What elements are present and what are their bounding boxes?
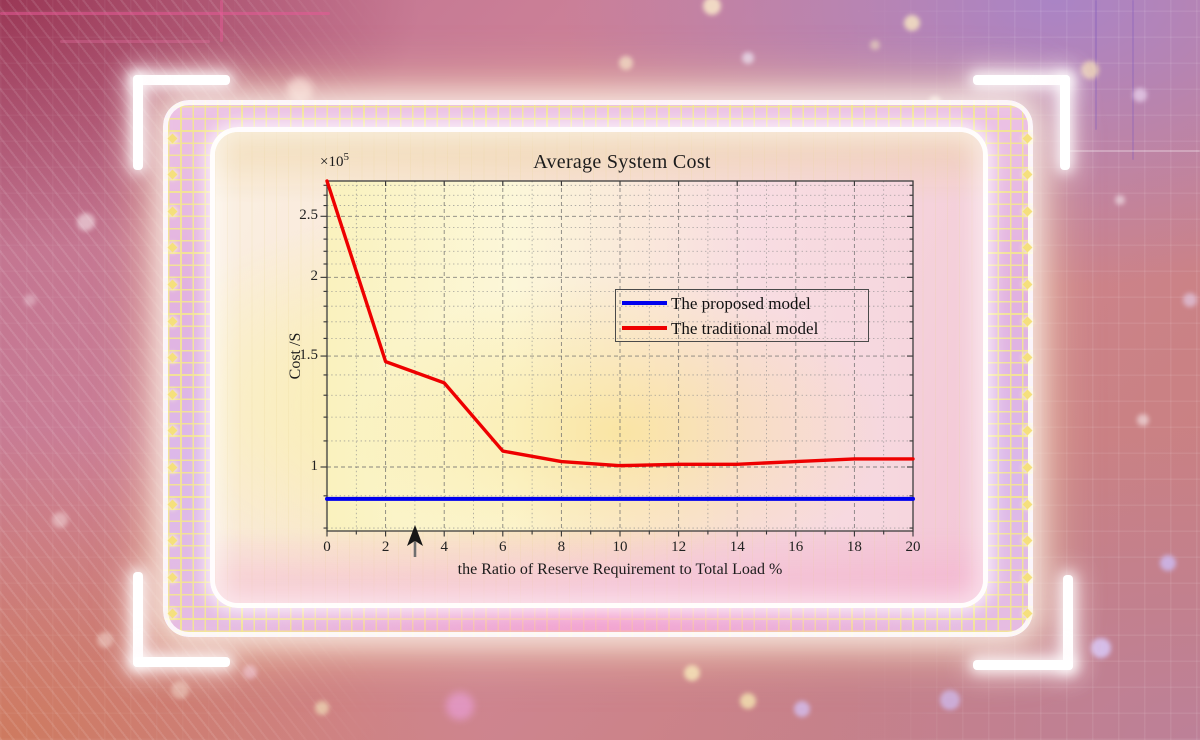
bokeh-dot — [740, 693, 756, 709]
legend-item-label: The proposed model — [671, 293, 811, 313]
corner-bracket-top-right — [1060, 75, 1070, 170]
x-tick-label: 16 — [788, 539, 804, 555]
x-tick-label: 14 — [729, 539, 745, 555]
bokeh-dot — [1137, 414, 1149, 426]
bokeh-dot — [684, 665, 700, 681]
y-tick-label: 1 — [310, 458, 319, 474]
y-axis-exponent-power: 5 — [343, 151, 349, 163]
x-tick-label: 18 — [846, 539, 862, 555]
circuit-trace — [1132, 0, 1134, 160]
bokeh-dot — [171, 681, 189, 699]
x-axis-label: the Ratio of Reserve Requirement to Tota… — [457, 561, 783, 578]
legend: The proposed model The traditional model — [615, 289, 869, 342]
bokeh-dot — [52, 512, 68, 528]
y-axis-exponent-base: ×10 — [320, 154, 344, 170]
bokeh-dot — [619, 56, 633, 70]
y-tick-label: 2.5 — [299, 207, 318, 224]
x-tick-label: 4 — [440, 539, 448, 555]
bokeh-dot — [940, 690, 960, 710]
y-axis-exponent: ×105 — [320, 151, 349, 171]
circuit-trace — [1060, 150, 1200, 152]
bokeh-dot — [446, 692, 474, 720]
bokeh-dot — [1160, 555, 1176, 571]
cursor-arrow-icon — [407, 525, 423, 557]
bokeh-dot — [24, 294, 36, 306]
circuit-trace — [220, 0, 223, 42]
bokeh-dot — [703, 0, 721, 15]
bokeh-dot — [1081, 61, 1099, 79]
corner-bracket-bottom-right — [973, 660, 1073, 670]
bokeh-dot — [243, 665, 257, 679]
legend-swatch-traditional — [622, 326, 667, 330]
bokeh-dot — [315, 701, 329, 715]
bokeh-dot — [742, 52, 754, 64]
bokeh-dot — [870, 40, 880, 50]
legend-item: The traditional model — [616, 316, 868, 341]
x-tick-label: 2 — [381, 539, 390, 555]
bokeh-dot — [97, 632, 113, 648]
bokeh-dot — [287, 77, 313, 103]
corner-bracket-bottom-right — [1063, 575, 1073, 670]
bokeh-dot — [77, 213, 95, 231]
corner-bracket-top-left — [133, 75, 230, 85]
corner-bracket-bottom-left — [133, 657, 230, 667]
chart-title: Average System Cost — [533, 151, 711, 173]
bokeh-dot — [1115, 195, 1125, 205]
bokeh-dot — [1133, 88, 1147, 102]
legend-item-label: The traditional model — [671, 318, 819, 338]
y-tick-label: 2 — [310, 268, 319, 285]
bokeh-dot — [1091, 638, 1111, 658]
circuit-trace — [60, 40, 210, 43]
corner-bracket-bottom-left — [133, 572, 143, 667]
x-tick-label: 20 — [905, 539, 921, 555]
legend-swatch-proposed — [622, 301, 667, 305]
series-traditional-line — [325, 179, 915, 468]
x-tick-label: 8 — [557, 539, 566, 555]
circuit-trace — [0, 12, 330, 15]
corner-bracket-top-right — [973, 75, 1070, 85]
y-tick-label: 1.5 — [299, 347, 318, 364]
x-tick-label: 10 — [612, 539, 628, 555]
bokeh-dot — [1183, 293, 1197, 307]
x-tick-label: 0 — [323, 539, 331, 555]
x-tick-label: 6 — [499, 539, 507, 555]
bokeh-dot — [904, 15, 920, 31]
axis-box — [326, 180, 914, 532]
legend-item: The proposed model — [616, 291, 868, 316]
corner-bracket-top-left — [133, 75, 143, 170]
bokeh-dot — [794, 701, 810, 717]
x-tick-label: 12 — [671, 539, 687, 555]
